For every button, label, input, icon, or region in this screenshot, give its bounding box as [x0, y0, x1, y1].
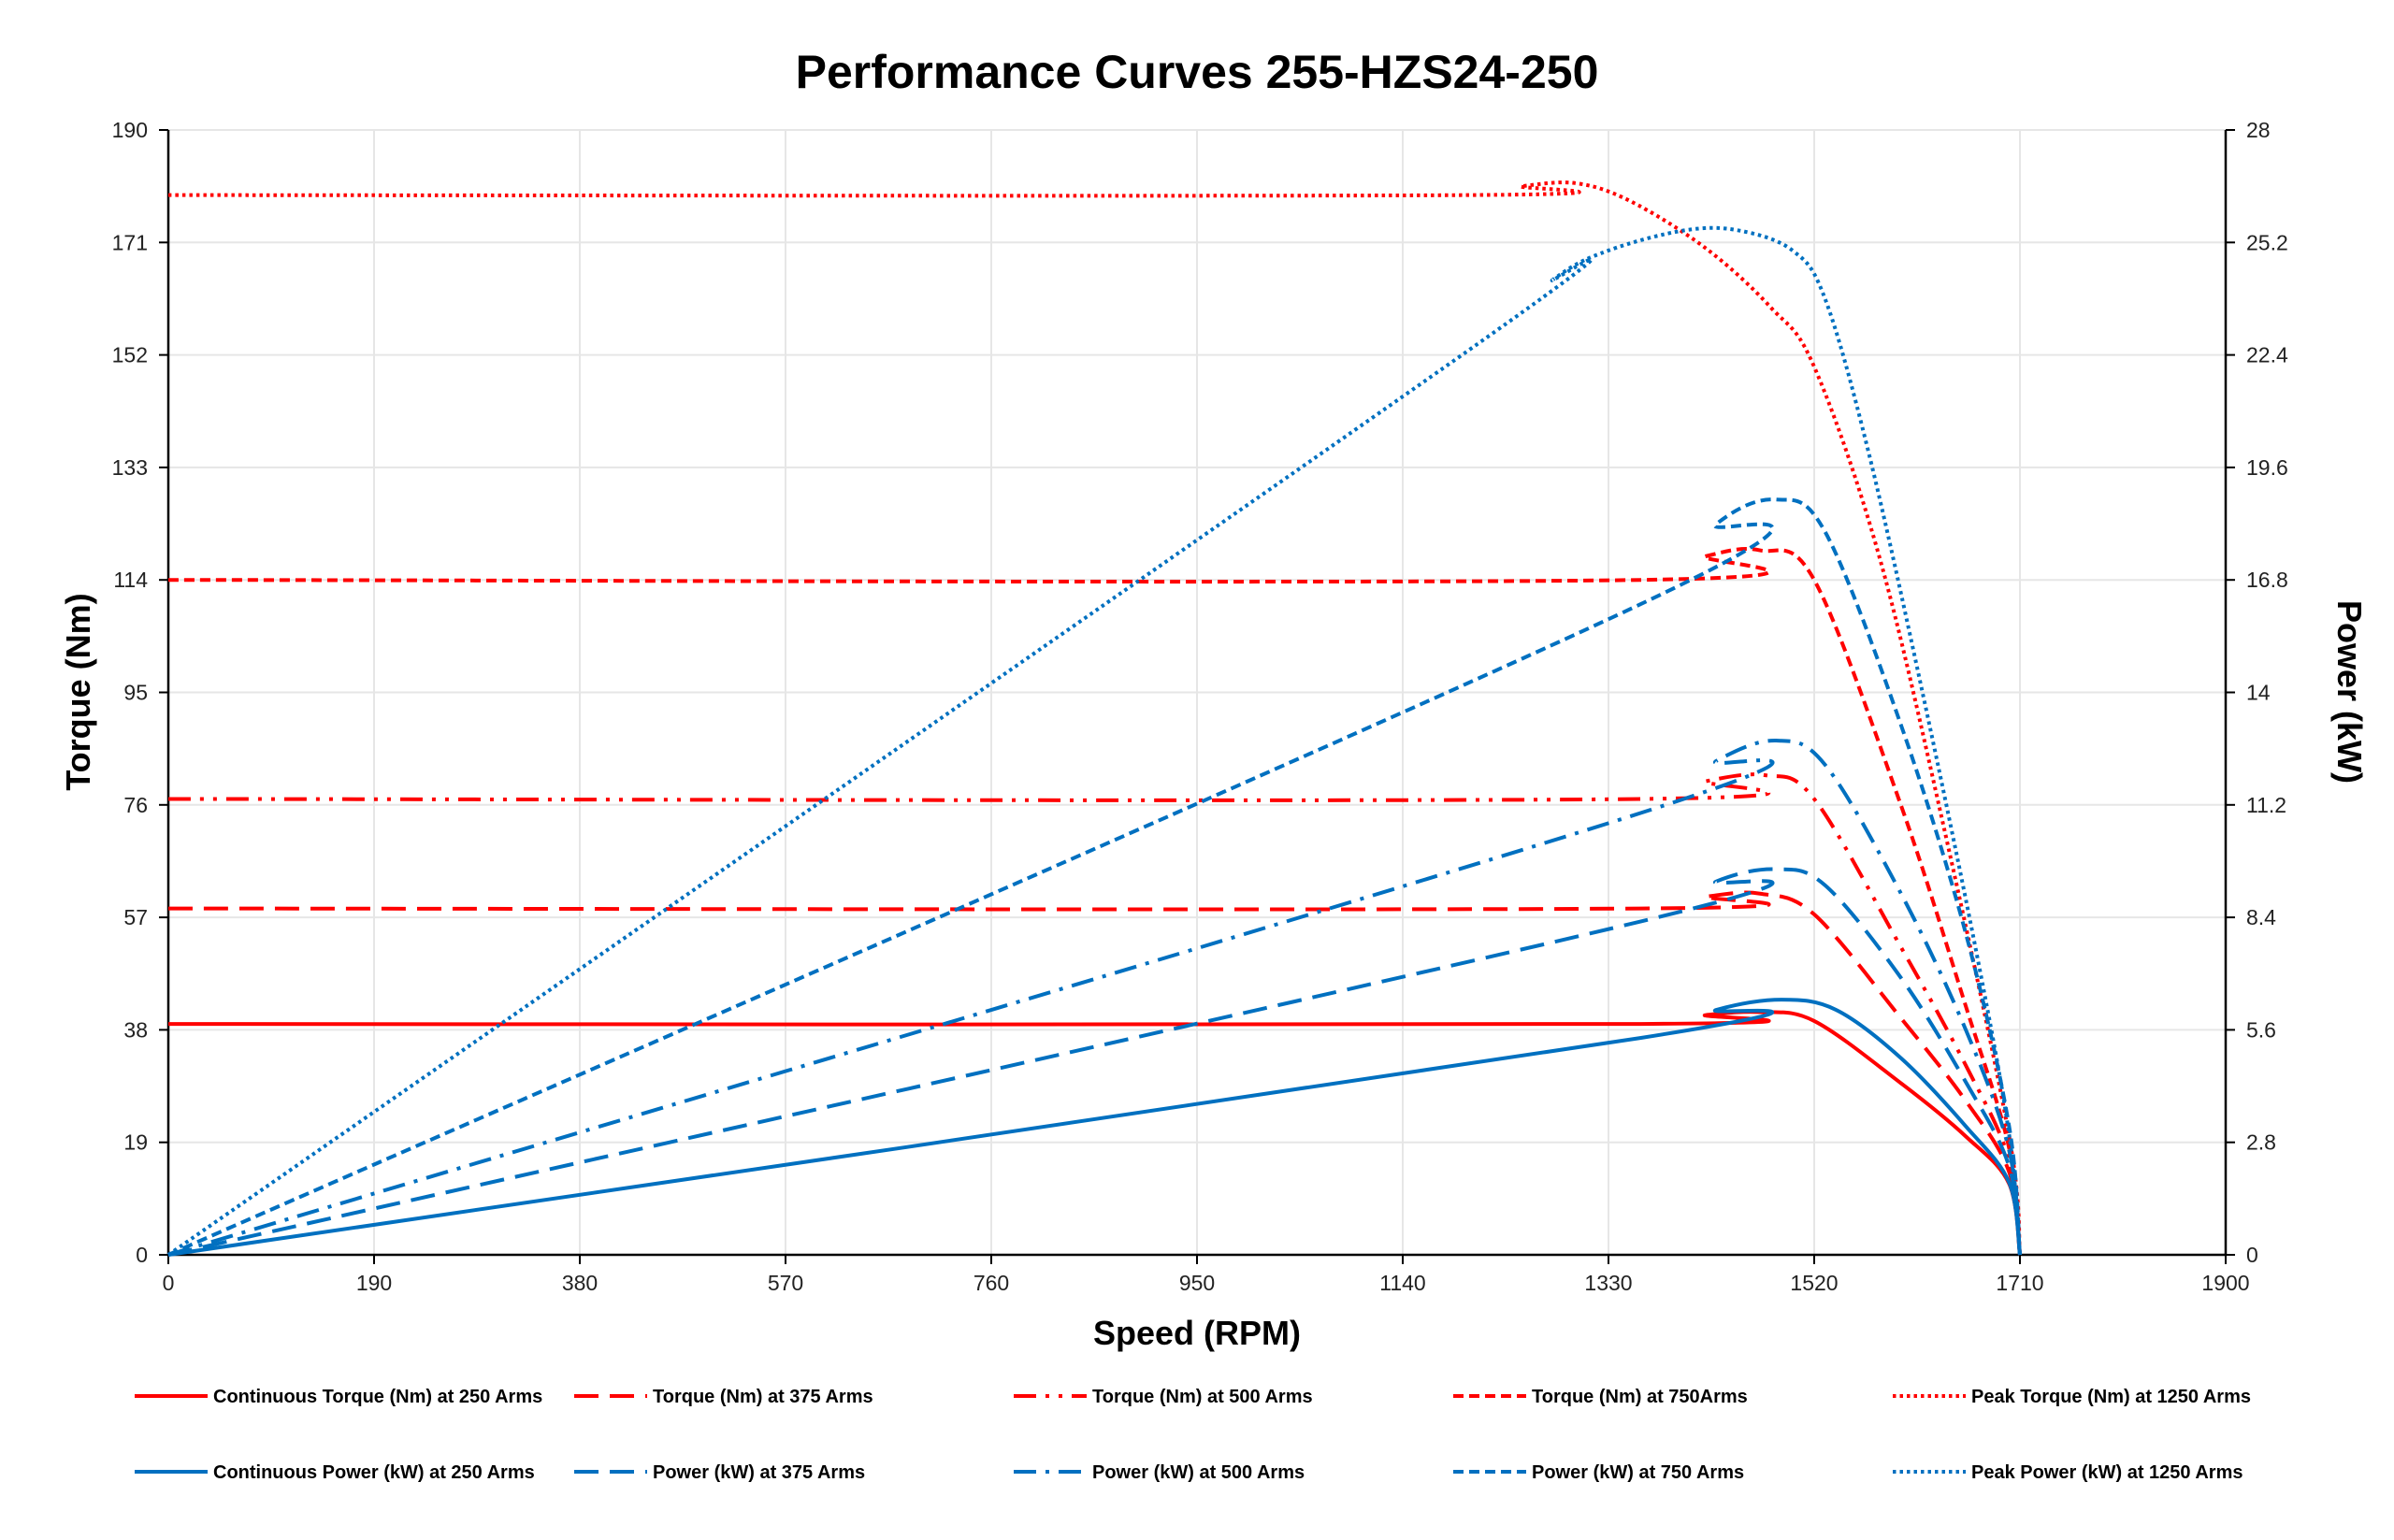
y-tick-label: 19	[123, 1130, 148, 1155]
series-line-9	[166, 225, 2022, 1257]
legend-label: Peak Torque (Nm) at 1250 Arms	[1971, 1387, 2251, 1407]
y-tick-label: 190	[112, 118, 148, 142]
series-line-7	[167, 739, 2022, 1257]
gridlines	[168, 129, 2226, 1255]
y2-tick-label: 11.2	[2246, 793, 2286, 817]
y-tick-label: 133	[112, 455, 148, 480]
y-tick-label: 38	[123, 1017, 148, 1042]
y-tick-label: 171	[112, 230, 148, 254]
x-axis-title: Speed (RPM)	[1093, 1314, 1301, 1352]
x-tick-label: 1140	[1379, 1271, 1425, 1295]
y2-tick-label: 16.8	[2246, 568, 2288, 592]
x-tick-label: 190	[356, 1271, 392, 1295]
y-tick-label: 152	[112, 343, 148, 367]
legend-label: Continuous Torque (Nm) at 250 Arms	[213, 1387, 542, 1407]
legend-label: Torque (Nm) at 375 Arms	[653, 1387, 873, 1407]
series-line-0	[167, 1010, 2022, 1256]
y2-tick-label: 8.4	[2246, 905, 2276, 929]
legend-label: Power (kW) at 375 Arms	[653, 1462, 865, 1483]
y2-tick-label: 25.2	[2246, 230, 2288, 254]
legend-label: Continuous Power (kW) at 250 Arms	[213, 1462, 535, 1483]
x-tick-label: 1900	[2201, 1271, 2249, 1295]
series-line-6	[167, 867, 2022, 1257]
legend-label: Torque (Nm) at 750Arms	[1532, 1387, 1748, 1407]
x-tick-label: 380	[562, 1271, 598, 1295]
chart-title: Performance Curves 255-HZS24-250	[796, 46, 1599, 98]
series-line-8	[167, 497, 2022, 1257]
x-tick-label: 1710	[1996, 1271, 2043, 1295]
x-tick-label: 1520	[1790, 1271, 1838, 1295]
series-line-1	[167, 890, 2022, 1256]
y2-axis-title: Power (kW)	[2330, 600, 2369, 784]
y-tick-label: 0	[136, 1243, 148, 1267]
x-tick-label: 0	[163, 1271, 175, 1295]
legend-label: Power (kW) at 500 Arms	[1092, 1462, 1305, 1483]
series-line-4	[167, 180, 2022, 1256]
legend-label: Torque (Nm) at 500 Arms	[1092, 1387, 1313, 1407]
y2-tick-label: 19.6	[2246, 455, 2288, 480]
legend: Continuous Torque (Nm) at 250 Arms Torque…	[135, 1387, 2251, 1483]
y-tick-label: 57	[123, 905, 148, 929]
y-tick-label: 114	[113, 568, 148, 592]
x-tick-label: 950	[1179, 1271, 1215, 1295]
y-tick-label: 76	[123, 793, 148, 817]
series-line-2	[167, 772, 2022, 1256]
y2-tick-label: 0	[2246, 1243, 2258, 1267]
y2-tick-label: 2.8	[2246, 1130, 2276, 1155]
legend-label: Power (kW) at 750 Arms	[1532, 1462, 1744, 1483]
y-axis-title: Torque (Nm)	[59, 593, 97, 790]
series-line-3	[167, 547, 2022, 1256]
series-lines	[166, 180, 2022, 1257]
series-line-5	[167, 998, 2022, 1257]
x-tick-label: 570	[768, 1271, 803, 1295]
x-tick-label: 1330	[1584, 1271, 1632, 1295]
y2-tick-label: 5.6	[2246, 1017, 2276, 1042]
y2-tick-label: 14	[2246, 681, 2271, 705]
x-tick-label: 760	[973, 1271, 1009, 1295]
y-tick-label: 95	[123, 681, 148, 705]
y2-tick-label: 28	[2246, 118, 2271, 142]
legend-label: Peak Power (kW) at 1250 Arms	[1971, 1462, 2243, 1483]
y2-tick-label: 22.4	[2246, 343, 2288, 367]
